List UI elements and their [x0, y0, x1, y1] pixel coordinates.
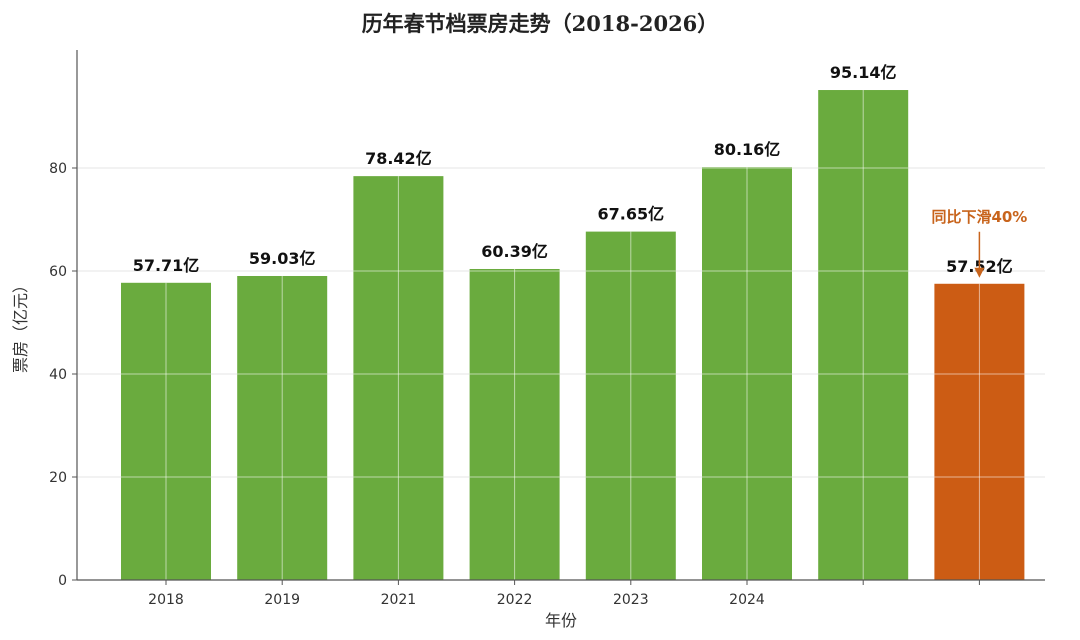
y-tick-label: 80	[49, 161, 67, 177]
y-axis-title: 票房（亿元）	[11, 277, 30, 373]
bar-gridlines	[121, 90, 1025, 580]
chart-title: 历年春节档票房走势（2018-2026）	[361, 11, 719, 36]
x-tick-label: 2022	[497, 592, 533, 608]
x-axis-title: 年份	[545, 611, 577, 630]
y-tick-label: 0	[58, 573, 67, 589]
data-label: 78.42亿	[365, 149, 432, 168]
x-tick-label: 2023	[613, 592, 649, 608]
y-tick-label: 20	[49, 470, 67, 486]
x-tick-label: 2018	[148, 592, 184, 608]
data-labels: 57.71亿 59.03亿 78.42亿 60.39亿 67.65亿 80.16亿 95.1…	[133, 63, 1013, 276]
data-label: 57.71亿	[133, 256, 200, 275]
y-tick-label: 60	[49, 264, 67, 280]
x-tick-label: 2019	[264, 592, 300, 608]
data-label: 67.65亿	[597, 205, 664, 224]
annotation-arrow-head	[974, 267, 985, 278]
x-tick-label: 2021	[381, 592, 417, 608]
data-label: 60.39亿	[481, 242, 548, 261]
annotation: 同比下滑40%	[931, 208, 1027, 278]
x-tick-label: 2024	[729, 592, 765, 608]
annotation-label: 同比下滑40%	[931, 208, 1027, 226]
data-label: 80.16亿	[714, 140, 781, 159]
data-label: 95.14亿	[830, 63, 897, 82]
data-label: 59.03亿	[249, 249, 316, 268]
axes: 0 20 40 60 80 2018 2019 2021 2022 2023 2024 年份 票房（亿元…	[11, 50, 1045, 630]
bars	[121, 90, 1025, 581]
y-tick-label: 40	[49, 367, 67, 383]
